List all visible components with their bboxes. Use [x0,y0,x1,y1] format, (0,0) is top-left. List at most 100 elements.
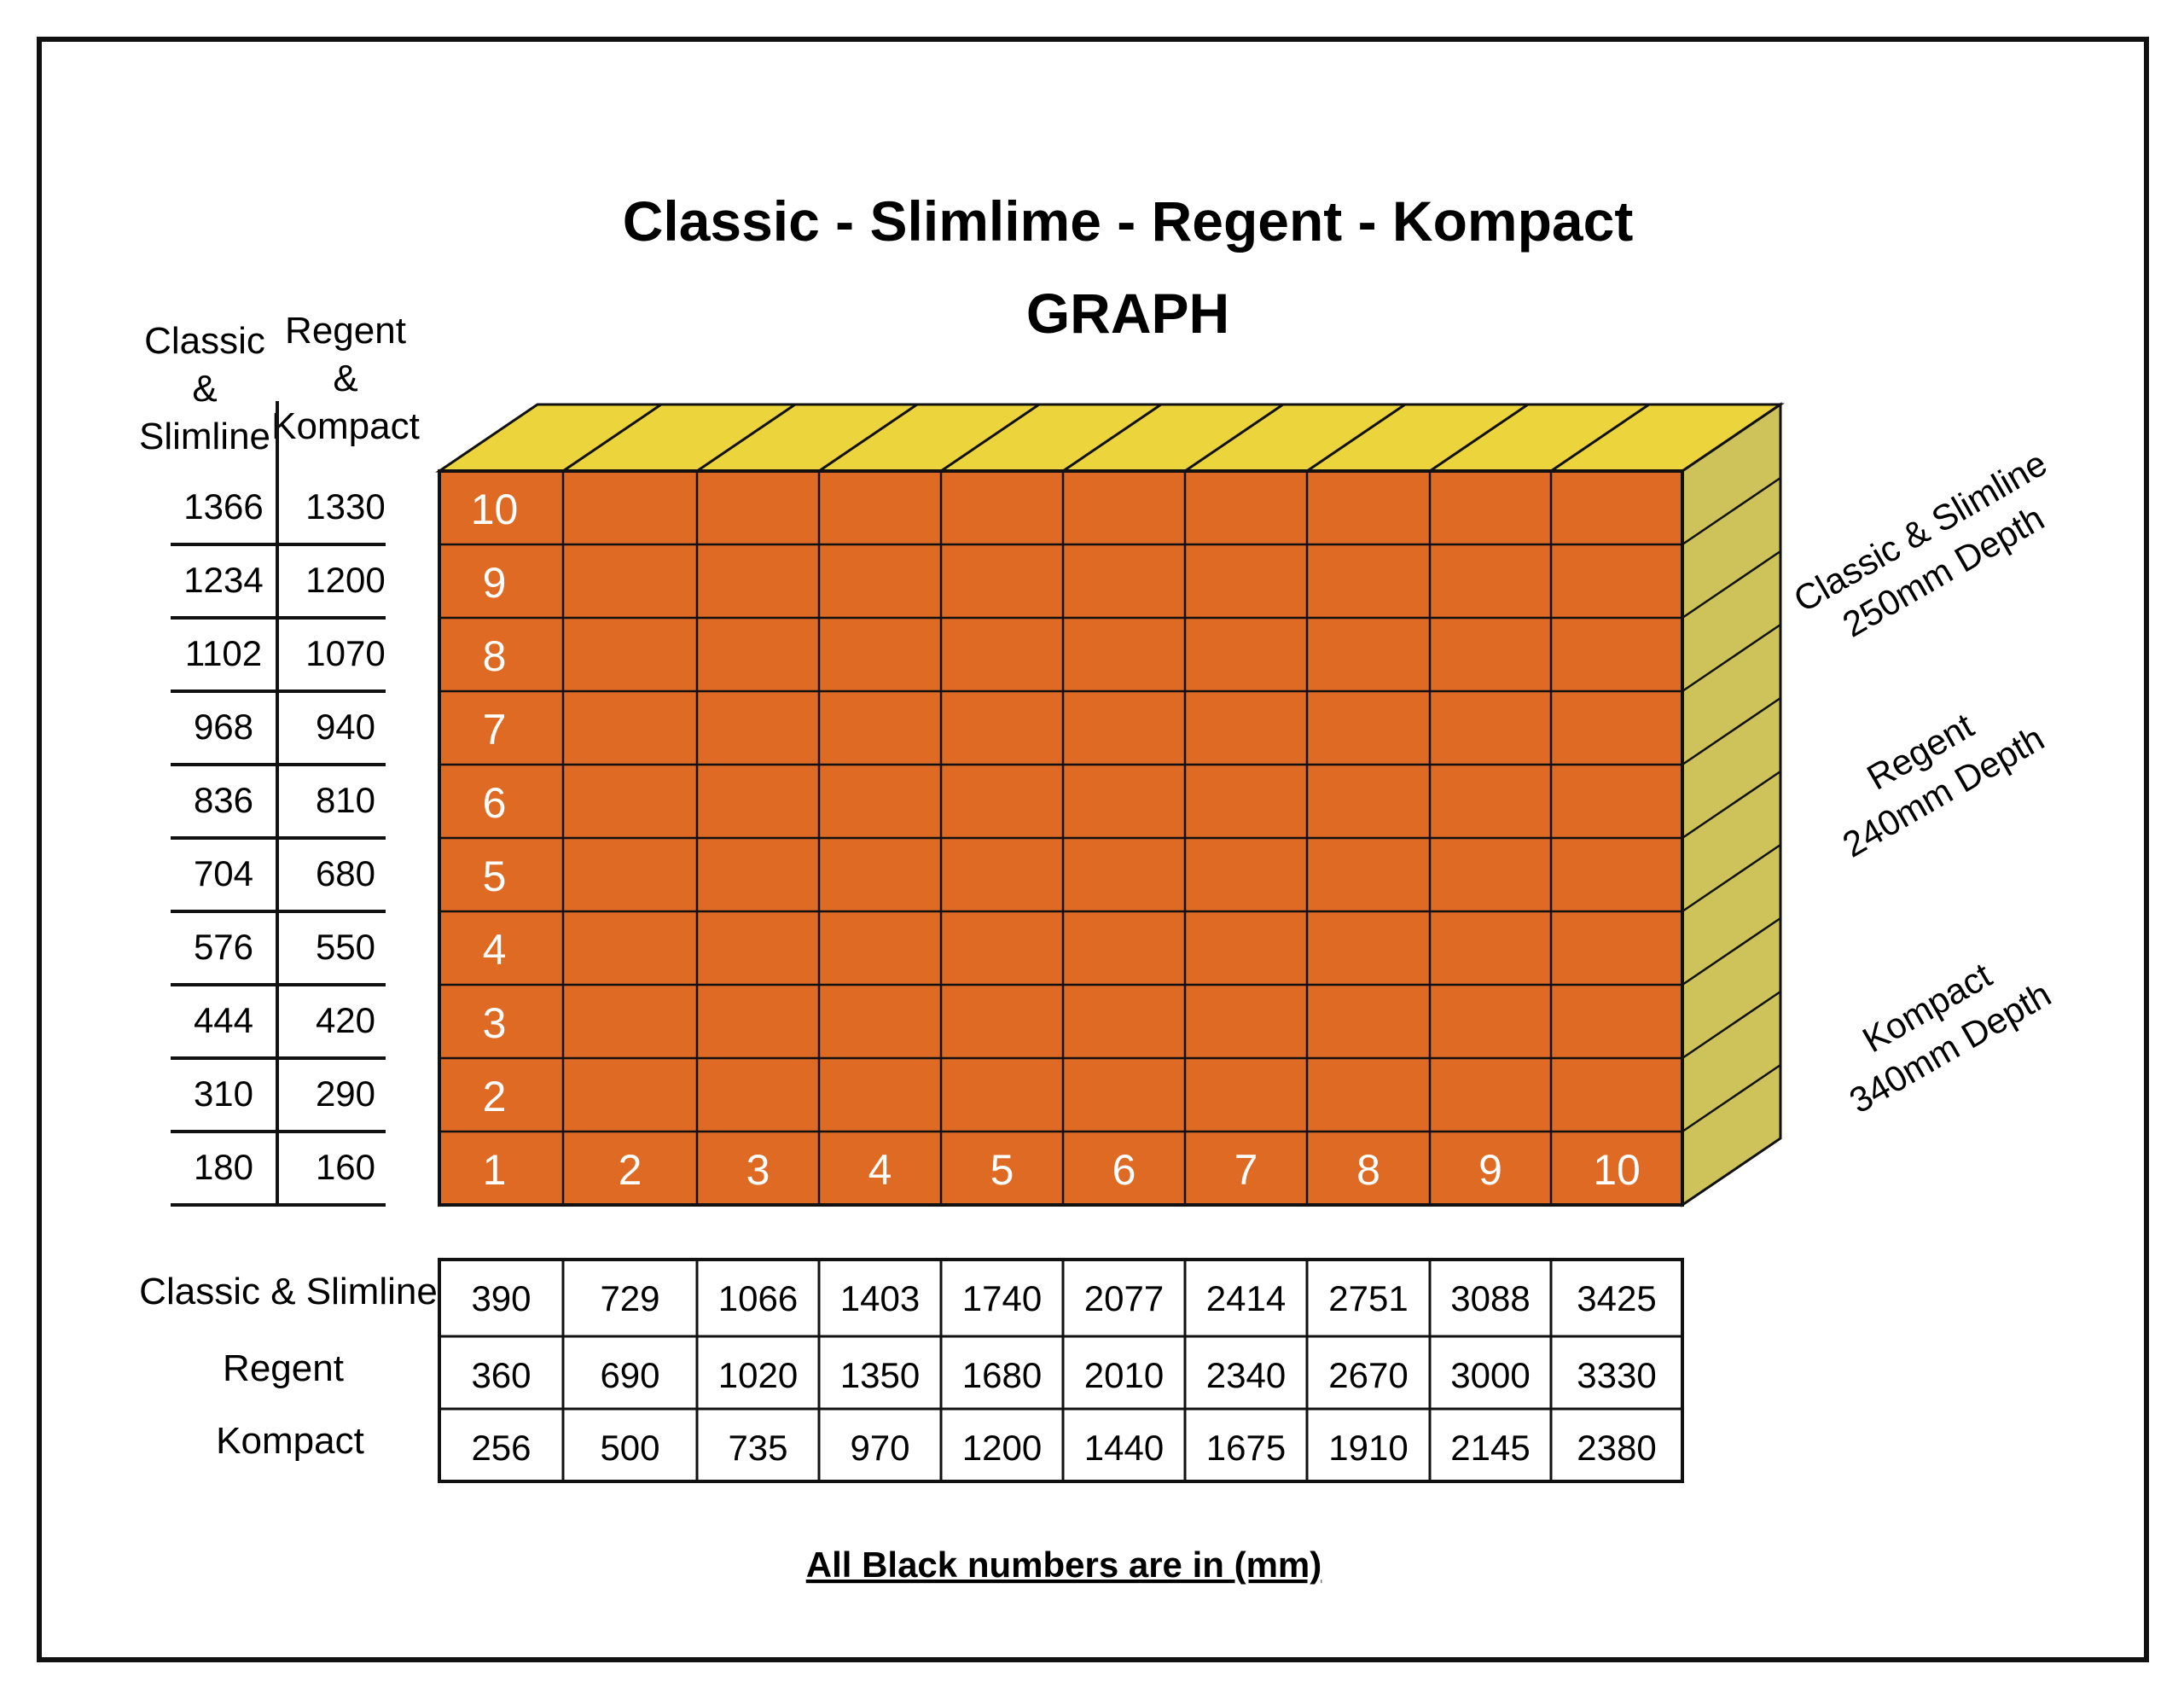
width-value: 1440 [1084,1428,1164,1468]
width-value: 2010 [1084,1355,1164,1395]
height-regent-kompact: 810 [316,780,375,820]
grid-row-label: 1 [483,1146,507,1194]
top-divider [1184,403,1284,473]
height-regent-kompact: 1330 [305,486,385,527]
height-col2-header: Kompact [271,405,420,447]
side-divider [1682,623,1781,693]
top-divider [940,403,1040,473]
side-divider [1682,550,1781,620]
width-value: 1910 [1328,1428,1408,1468]
width-row-label: Regent [223,1347,344,1389]
height-col2-header: & [333,358,357,399]
top-divider [1429,403,1529,473]
height-regent-kompact: 160 [316,1147,375,1187]
grid-row-label: 10 [471,486,519,533]
width-row-label: Kompact [216,1420,364,1462]
grid-row-label: 8 [483,632,507,680]
height-classic-slimline: 1102 [185,633,262,673]
grid-col-label: 8 [1356,1146,1380,1194]
side-divider [1682,843,1781,913]
width-value: 2670 [1328,1355,1408,1395]
width-value: 390 [471,1278,531,1318]
height-classic-slimline: 444 [194,1000,253,1040]
width-value: 1403 [840,1278,920,1318]
width-value: 2340 [1206,1355,1286,1395]
height-classic-slimline: 180 [194,1147,253,1187]
width-value: 735 [728,1428,787,1468]
width-value: 3088 [1450,1278,1530,1318]
top-divider [1306,403,1406,473]
height-regent-kompact: 420 [316,1000,375,1040]
top-divider [696,403,796,473]
height-classic-slimline: 704 [194,853,253,893]
width-value: 1675 [1206,1428,1286,1468]
width-value: 729 [600,1278,659,1318]
top-divider [1062,403,1162,473]
width-value: 2751 [1328,1278,1408,1318]
height-regent-kompact: 940 [316,707,375,747]
height-classic-slimline: 310 [194,1074,253,1114]
grid-row-label: 5 [483,852,507,900]
grid-row-label: 7 [483,706,507,753]
width-value: 1200 [962,1428,1042,1468]
width-value: 360 [471,1355,531,1395]
grid-row-label: 6 [483,779,507,827]
grid-row-label: 3 [483,999,507,1047]
width-table-frame [438,1258,1684,1483]
outer-frame [37,37,2149,1662]
side-divider [1682,696,1781,766]
top-divider [818,403,918,473]
grid-col-label: 7 [1234,1146,1258,1194]
side-divider [1682,770,1781,840]
height-classic-slimline: 576 [194,927,253,967]
width-value: 1020 [718,1355,798,1395]
grid-col-label: 9 [1478,1146,1502,1194]
height-classic-slimline: 1234 [183,560,263,600]
grid-col-label: 10 [1593,1146,1641,1194]
height-regent-kompact: 680 [316,853,375,893]
height-col1-header: & [192,368,217,410]
width-table: Classic & Slimline 390 729 1066 1403 1740 2077… [139,1258,1684,1483]
width-value: 1066 [718,1278,798,1318]
width-value: 3330 [1577,1355,1656,1395]
width-value: 2145 [1450,1428,1530,1468]
width-value: 3425 [1577,1278,1656,1318]
height-regent-kompact: 550 [316,927,375,967]
width-value: 690 [600,1355,659,1395]
grid-row-label: 2 [483,1073,507,1120]
grid-row-label: 4 [483,926,507,974]
cabinet-grid: 10 9 8 7 6 5 4 3 2 1 2 3 4 5 6 7 8 9 10 [435,402,1785,1207]
top-divider [1550,403,1650,473]
height-col2-header: Regent [285,310,406,352]
height-col1-header: Classic [144,320,265,362]
side-divider [1682,916,1781,986]
grid-col-label: 5 [990,1146,1014,1194]
width-value: 500 [600,1428,659,1468]
height-classic-slimline: 836 [194,780,253,820]
side-divider [1682,990,1781,1060]
side-divider [1682,476,1781,546]
width-value: 256 [471,1428,531,1468]
height-regent-kompact: 1200 [305,560,385,600]
width-value: 1740 [962,1278,1042,1318]
top-divider [562,403,662,473]
side-divider [1682,1063,1781,1133]
grid-col-label: 4 [868,1146,892,1194]
width-value: 970 [850,1428,909,1468]
grid-col-label: 3 [746,1146,770,1194]
width-row-label: Classic & Slimline [139,1271,438,1312]
width-value: 1680 [962,1355,1042,1395]
grid-row-label: 9 [483,559,507,607]
height-col1-header: Slimline [139,416,270,457]
height-regent-kompact: 1070 [305,633,385,673]
width-value: 2414 [1206,1278,1286,1318]
grid-col-label: 6 [1112,1146,1136,1194]
height-classic-slimline: 1366 [183,486,263,527]
width-value: 2380 [1577,1428,1656,1468]
